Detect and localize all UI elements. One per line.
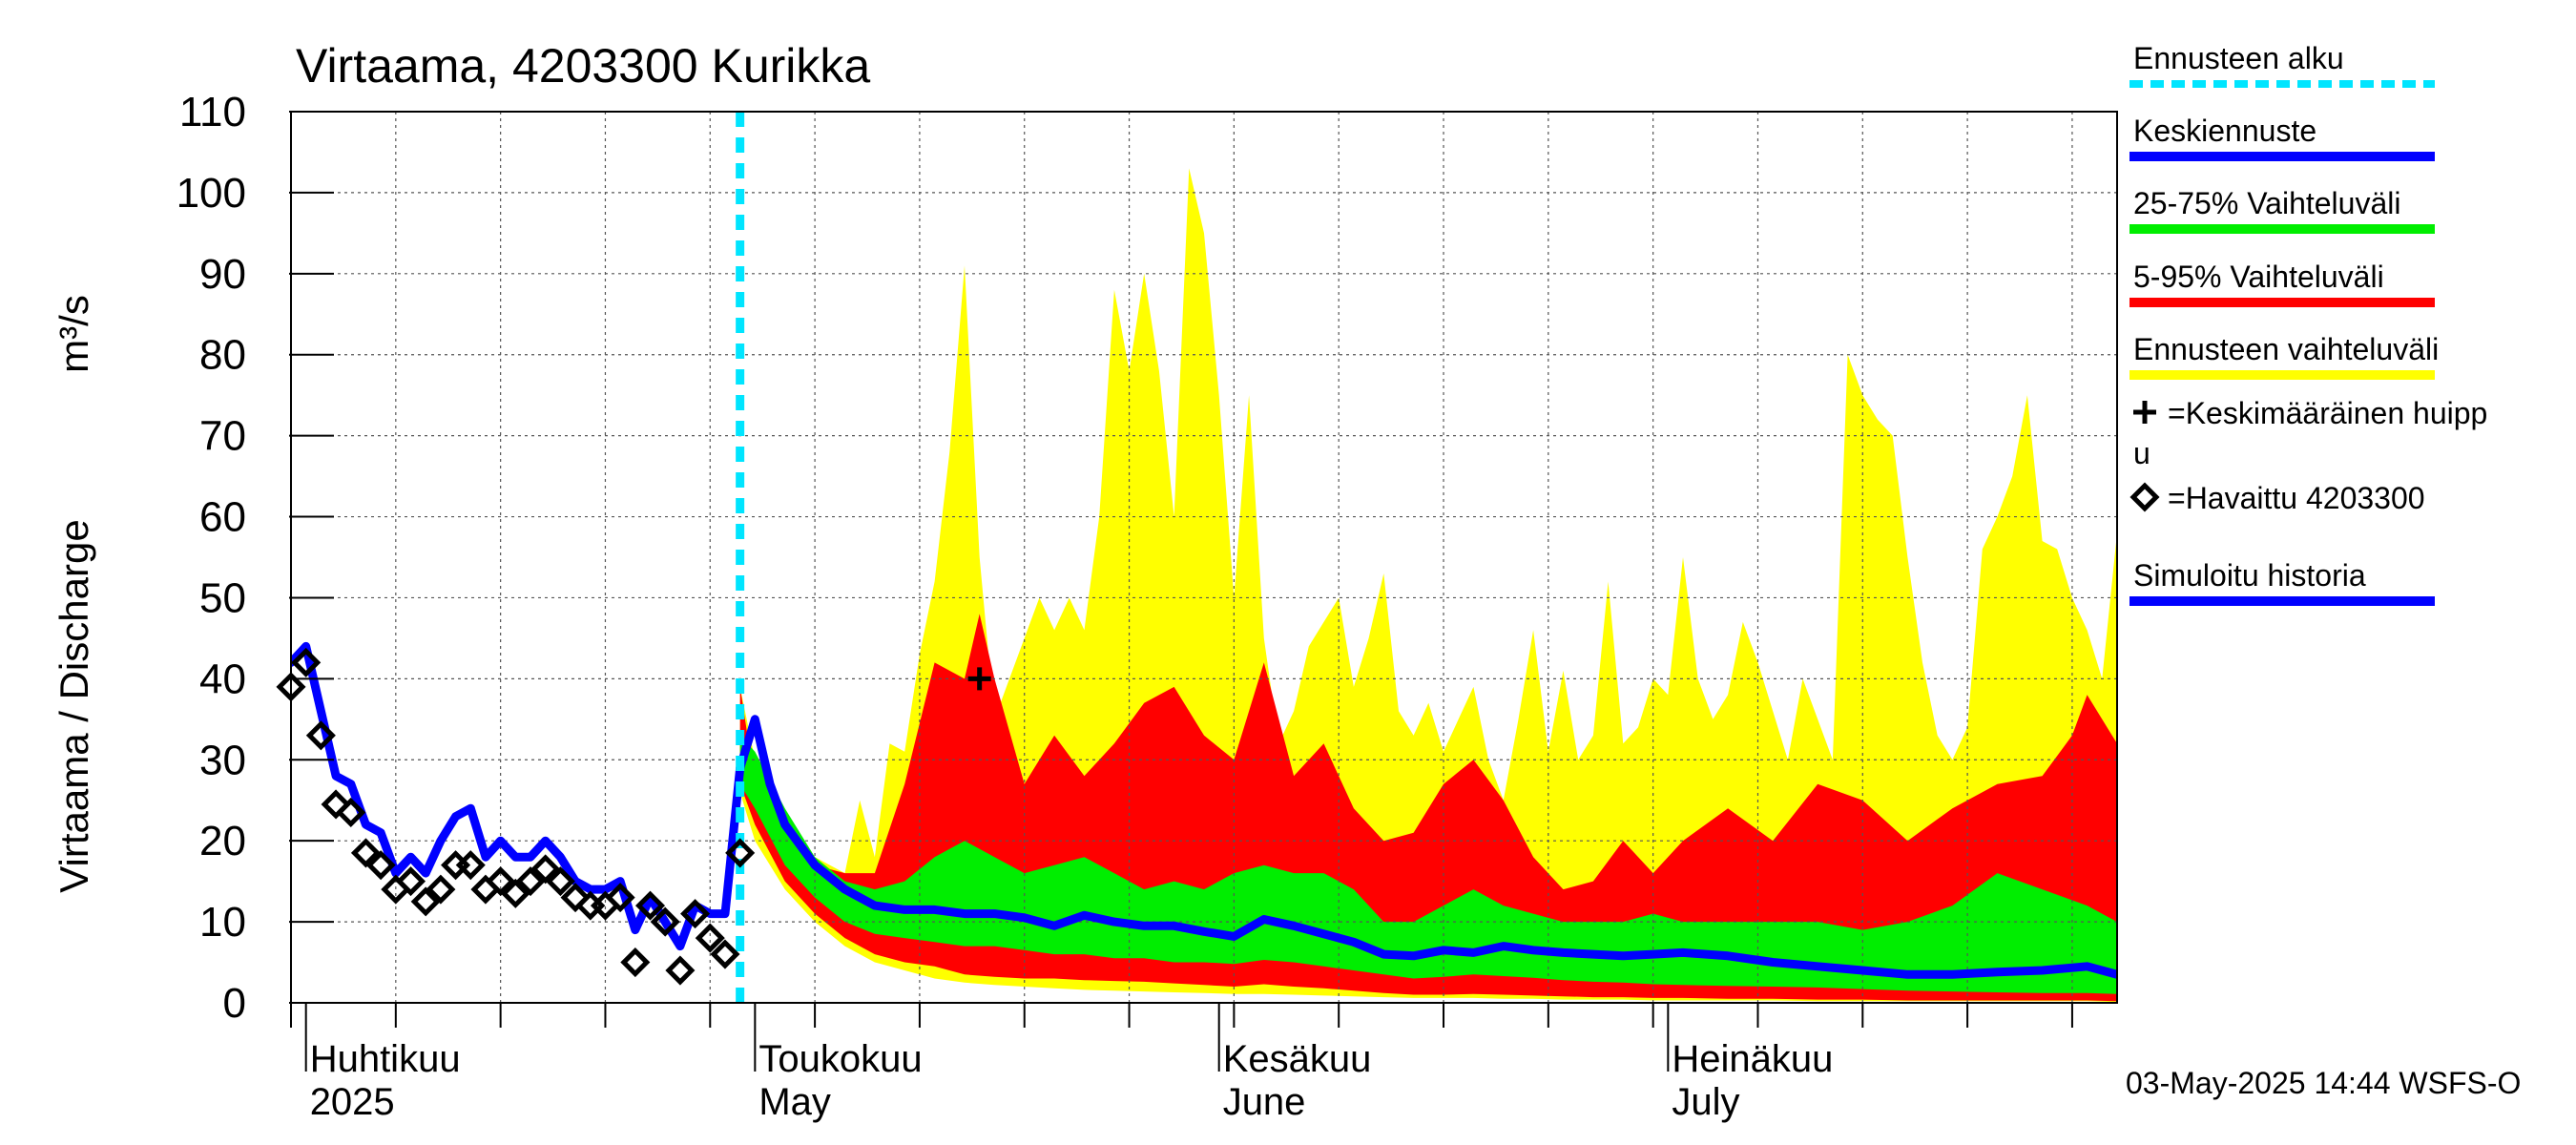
observed-point	[500, 878, 530, 908]
median-forecast-line	[736, 715, 2117, 979]
observed-point	[620, 947, 651, 978]
observed-point	[336, 797, 366, 827]
legend-label: 25-75% Vaihteluväli	[2133, 186, 2400, 220]
observed-point	[455, 850, 486, 881]
legend-label: Simuloitu historia	[2133, 558, 2366, 593]
y-tick-label: 10	[199, 899, 246, 946]
legend-label: =Havaittu 4203300	[2168, 481, 2425, 515]
y-tick-label: 0	[223, 980, 246, 1027]
observed-point	[470, 874, 501, 905]
observed-point	[665, 955, 696, 986]
footer-timestamp: 03-May-2025 14:44 WSFS-O	[2126, 1066, 2521, 1100]
observed-point	[395, 866, 426, 897]
legend-swatch	[2133, 401, 2156, 424]
chart-title: Virtaama, 4203300 Kurikka	[296, 39, 870, 93]
y-tick-label: 20	[199, 818, 246, 864]
observed-point	[291, 647, 322, 677]
observed-point	[680, 899, 711, 929]
y-tick-label: 90	[199, 251, 246, 298]
observed-point	[650, 906, 680, 937]
observed-point	[725, 838, 756, 868]
y-axis-unit: m³/s	[52, 295, 96, 373]
legend-label: 5-95% Vaihteluväli	[2133, 260, 2384, 294]
observed-point	[426, 874, 456, 905]
legend-label-continued: u	[2133, 436, 2150, 470]
simulated-history-line	[291, 641, 745, 951]
observed-point	[350, 838, 381, 868]
observed-point	[321, 789, 351, 820]
range-25-75-band	[739, 735, 2117, 994]
observed-point	[530, 854, 561, 885]
observed-point	[710, 939, 740, 969]
month-label: Heinäkuu	[1672, 1038, 1833, 1080]
observed-point	[545, 866, 575, 897]
y-tick-label: 40	[199, 656, 246, 702]
month-sublabel: May	[758, 1081, 831, 1123]
mean-peak-marker	[967, 667, 991, 691]
observed-point	[305, 720, 336, 751]
observed-point	[695, 923, 725, 953]
legend-label: Ennusteen alku	[2133, 41, 2344, 75]
observed-point	[515, 866, 546, 897]
observed-point	[365, 850, 396, 881]
month-label: Kesäkuu	[1223, 1038, 1372, 1080]
y-tick-label: 100	[177, 170, 246, 217]
month-sublabel: July	[1672, 1081, 1739, 1123]
observed-point	[560, 883, 591, 913]
month-sublabel: 2025	[310, 1081, 395, 1123]
observed-point	[575, 890, 606, 921]
month-label: Huhtikuu	[310, 1038, 461, 1080]
legend-label: Ennusteen vaihteluväli	[2133, 332, 2439, 366]
observed-point	[605, 883, 635, 913]
month-label: Toukokuu	[758, 1038, 922, 1080]
observed-point	[410, 886, 441, 917]
observed-point	[634, 890, 666, 921]
legend-swatch	[2129, 482, 2160, 512]
observed-point	[486, 866, 516, 897]
y-tick-label: 30	[199, 737, 246, 783]
y-axis-label: Virtaama / Discharge	[52, 519, 96, 892]
plot-frame	[290, 111, 2118, 1004]
y-tick-label: 110	[179, 89, 246, 135]
observed-point	[441, 850, 471, 881]
y-tick-label: 70	[199, 413, 246, 460]
month-sublabel: June	[1223, 1081, 1306, 1123]
legend-label: Keskiennuste	[2133, 114, 2316, 148]
y-tick-label: 50	[199, 574, 246, 621]
y-tick-label: 60	[199, 494, 246, 541]
legend: Ennusteen alku Keskiennuste 25-75% Vaihtel…	[2129, 41, 2487, 606]
legend-label: =Keskimääräinen huipp	[2168, 396, 2487, 430]
y-tick-label: 80	[199, 332, 246, 379]
